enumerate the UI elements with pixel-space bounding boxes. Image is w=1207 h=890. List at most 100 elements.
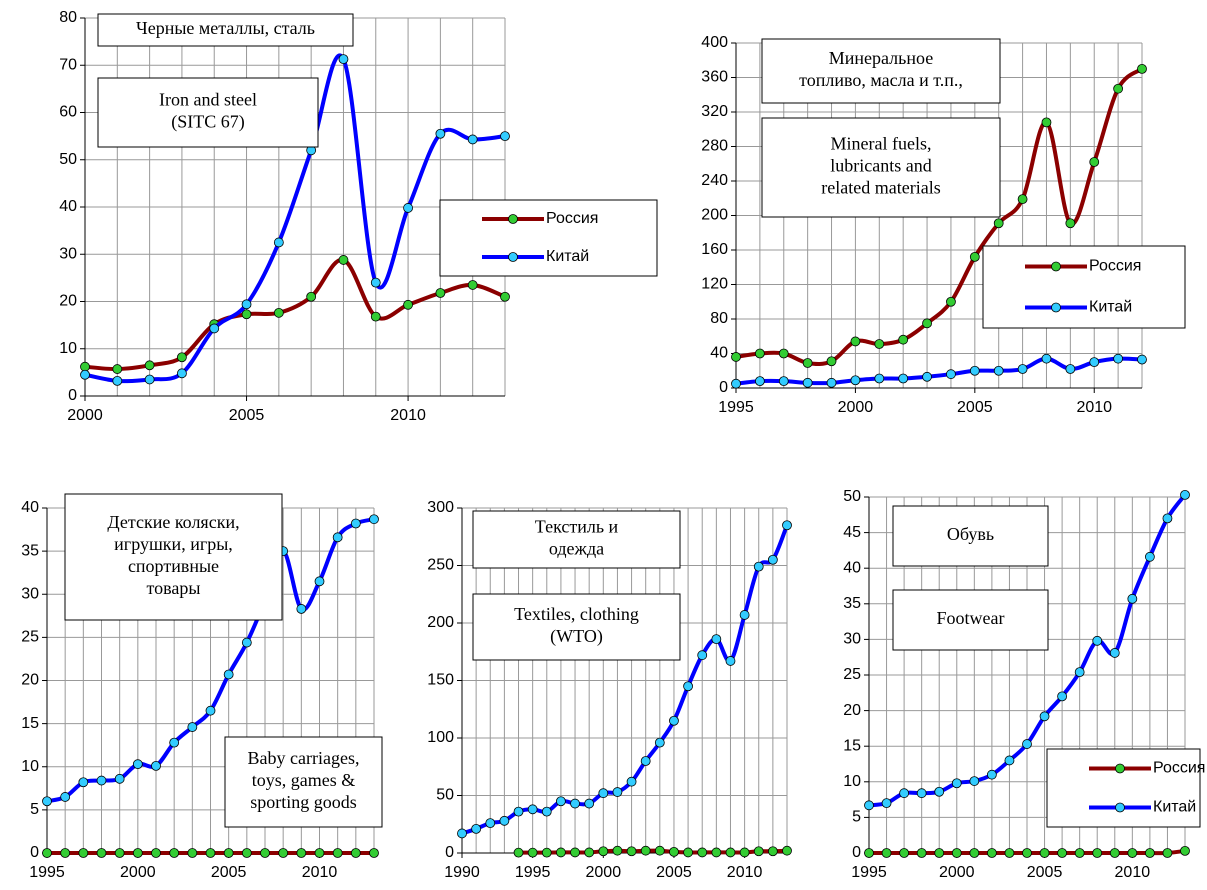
series-marker bbox=[802, 358, 813, 368]
series-marker bbox=[467, 280, 478, 290]
series-marker bbox=[874, 373, 885, 384]
series-marker bbox=[1065, 218, 1076, 229]
series-marker bbox=[260, 848, 270, 858]
series-marker bbox=[725, 847, 736, 858]
series-marker bbox=[403, 203, 413, 213]
annotation-box bbox=[224, 736, 383, 828]
series-marker bbox=[60, 792, 71, 802]
series-marker bbox=[1162, 848, 1173, 858]
y-tick-label: 0 bbox=[719, 379, 728, 396]
y-tick-label: 0 bbox=[445, 844, 454, 861]
series-marker bbox=[612, 845, 623, 856]
series-marker bbox=[1022, 739, 1032, 749]
series-marker bbox=[1144, 551, 1155, 562]
series-marker bbox=[42, 848, 52, 858]
y-tick-label: 200 bbox=[427, 614, 454, 631]
series-marker bbox=[500, 291, 510, 302]
y-tick-label: 40 bbox=[21, 499, 39, 516]
series-marker bbox=[306, 291, 317, 302]
legend-marker bbox=[1115, 802, 1125, 813]
legend-label: Россия bbox=[1153, 760, 1205, 777]
x-tick-label: 1995 bbox=[718, 399, 754, 416]
series-marker bbox=[782, 520, 792, 531]
series-marker bbox=[782, 845, 792, 856]
annotation: related materials bbox=[821, 178, 940, 198]
annotation-box bbox=[472, 510, 681, 569]
series-marker bbox=[187, 722, 198, 732]
x-tick-label: 2000 bbox=[120, 864, 156, 881]
y-tick-label: 400 bbox=[701, 34, 728, 51]
series-marker bbox=[654, 845, 665, 856]
series-marker bbox=[144, 360, 155, 371]
series-marker bbox=[922, 318, 932, 329]
series-marker bbox=[205, 705, 216, 716]
series-marker bbox=[273, 237, 284, 248]
legend-label: Россия bbox=[1089, 258, 1141, 275]
series-marker bbox=[802, 377, 813, 388]
y-tick-label: 5 bbox=[30, 801, 39, 818]
annotation-box bbox=[97, 77, 319, 148]
x-tick-label: 2000 bbox=[838, 399, 874, 416]
series-marker bbox=[874, 339, 885, 349]
y-tick-label: 15 bbox=[843, 737, 861, 754]
series-marker bbox=[754, 348, 765, 359]
series-marker bbox=[864, 848, 874, 858]
series-marker bbox=[584, 798, 595, 809]
y-tick-label: 150 bbox=[427, 672, 454, 689]
chart: 0 40 80 120 160 200 240 280 320 360 400 1995 2000 200… bbox=[701, 34, 1186, 416]
series-marker bbox=[916, 848, 927, 858]
series-marker bbox=[556, 847, 566, 858]
x-tick-label: 2000 bbox=[586, 864, 622, 881]
series-marker bbox=[132, 848, 143, 858]
series-marker bbox=[527, 804, 538, 815]
series-marker bbox=[612, 787, 623, 797]
legend-marker bbox=[508, 252, 518, 262]
series-marker bbox=[1089, 157, 1100, 167]
series-marker bbox=[241, 848, 252, 858]
series-marker bbox=[1041, 353, 1052, 364]
series-marker bbox=[969, 848, 980, 858]
series-marker bbox=[223, 669, 234, 680]
annotation: Обувь bbox=[947, 524, 994, 544]
series-marker bbox=[767, 554, 778, 565]
series-marker bbox=[739, 610, 750, 620]
y-tick-label: 100 bbox=[427, 729, 454, 746]
y-tick-label: 35 bbox=[21, 542, 39, 559]
y-tick-label: 50 bbox=[59, 151, 77, 168]
series-marker bbox=[513, 847, 524, 858]
y-tick-label: 40 bbox=[843, 559, 861, 576]
y-tick-label: 25 bbox=[21, 629, 39, 646]
series-marker bbox=[1074, 848, 1085, 858]
series-marker bbox=[500, 131, 510, 142]
series-marker bbox=[731, 378, 741, 389]
series-marker bbox=[881, 848, 892, 858]
series-marker bbox=[683, 847, 693, 858]
series-marker bbox=[986, 769, 997, 780]
series-marker bbox=[144, 374, 155, 385]
series-marker bbox=[711, 847, 722, 858]
series-marker bbox=[946, 369, 956, 380]
y-tick-label: 20 bbox=[21, 672, 39, 689]
series-marker bbox=[296, 848, 307, 858]
x-tick-label: 2005 bbox=[229, 407, 265, 424]
series-marker bbox=[332, 848, 343, 858]
x-tick-label: 1995 bbox=[515, 864, 551, 881]
series-marker bbox=[1017, 194, 1028, 205]
series-marker bbox=[177, 352, 187, 363]
series-marker bbox=[1074, 667, 1085, 678]
series-marker bbox=[951, 778, 962, 789]
series-marker bbox=[338, 255, 349, 265]
series-marker bbox=[934, 848, 945, 858]
series-marker bbox=[1109, 848, 1120, 858]
series-marker bbox=[778, 376, 789, 387]
series-marker bbox=[898, 373, 909, 384]
series-marker bbox=[527, 847, 538, 858]
series-marker bbox=[435, 288, 446, 298]
annotation: одежда bbox=[549, 539, 604, 559]
y-tick-label: 25 bbox=[843, 666, 861, 683]
x-tick-label: 2005 bbox=[656, 864, 692, 881]
y-tick-label: 0 bbox=[852, 844, 861, 861]
legend-marker bbox=[508, 214, 518, 224]
series-marker bbox=[1057, 691, 1068, 702]
series-marker bbox=[922, 371, 932, 382]
